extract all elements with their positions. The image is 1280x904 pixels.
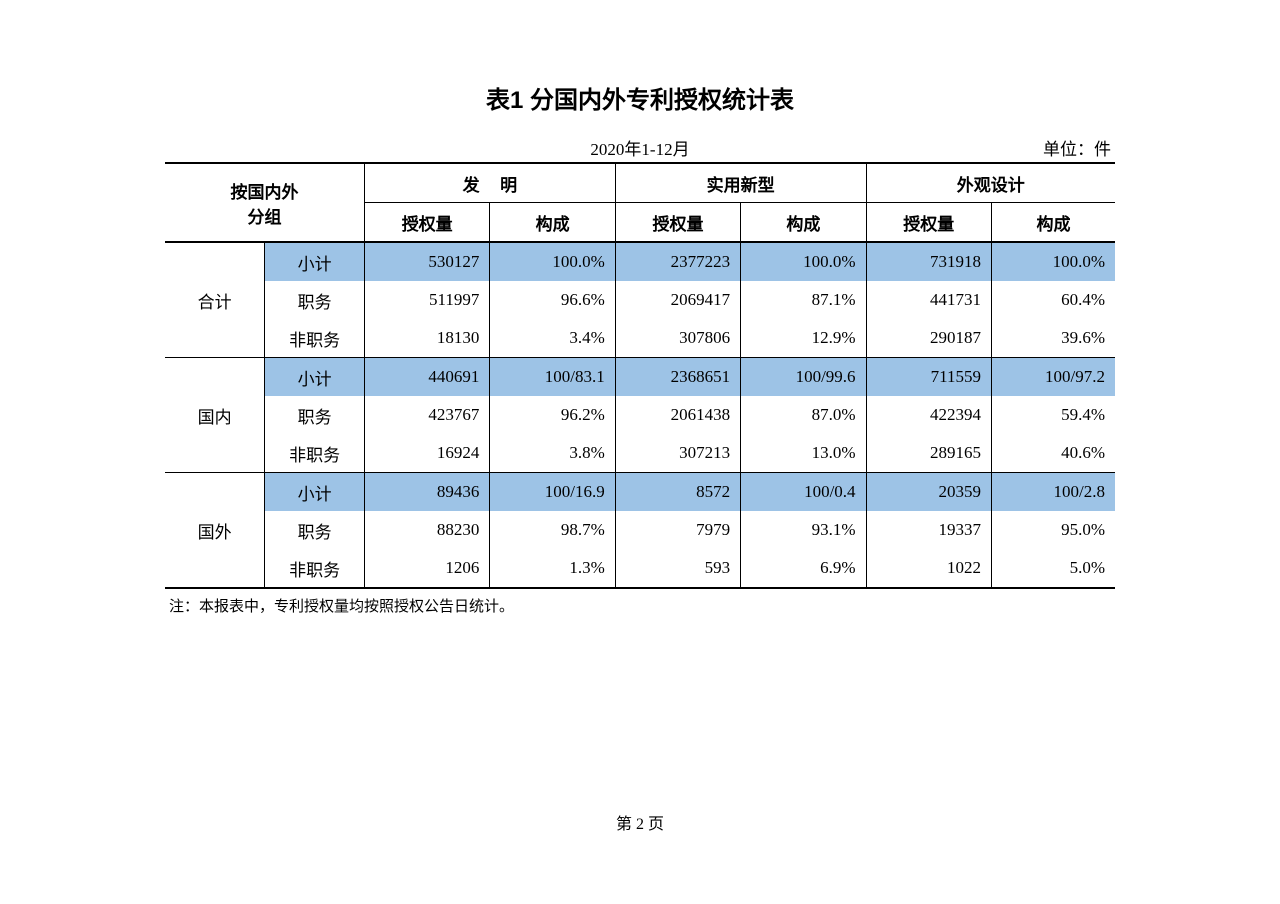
data-cell: 98.7% bbox=[490, 511, 615, 549]
header-sub-pct: 构成 bbox=[741, 203, 866, 243]
data-cell: 307806 bbox=[615, 319, 740, 358]
row-label: 小计 bbox=[265, 358, 365, 397]
row-label: 非职务 bbox=[265, 319, 365, 358]
data-cell: 100.0% bbox=[991, 242, 1115, 281]
group-name: 国内 bbox=[165, 358, 265, 473]
subtitle-row: 2020年1-12月 单位：件 bbox=[165, 135, 1115, 160]
table-row: 非职务169243.8%30721313.0%28916540.6% bbox=[165, 434, 1115, 473]
data-cell: 18130 bbox=[365, 319, 490, 358]
table-row: 国内小计440691100/83.12368651100/99.67115591… bbox=[165, 358, 1115, 397]
data-cell: 39.6% bbox=[991, 319, 1115, 358]
group-name: 国外 bbox=[165, 473, 265, 589]
data-cell: 2377223 bbox=[615, 242, 740, 281]
data-cell: 13.0% bbox=[741, 434, 866, 473]
header-cat2: 实用新型 bbox=[615, 163, 866, 203]
data-cell: 95.0% bbox=[991, 511, 1115, 549]
unit-label: 单位：件 bbox=[1001, 135, 1111, 160]
data-cell: 100/2.8 bbox=[991, 473, 1115, 512]
row-label: 非职务 bbox=[265, 549, 365, 588]
table-row: 非职务12061.3%5936.9%10225.0% bbox=[165, 549, 1115, 588]
data-cell: 19337 bbox=[866, 511, 991, 549]
data-cell: 3.8% bbox=[490, 434, 615, 473]
row-label: 职务 bbox=[265, 511, 365, 549]
table-row: 职务8823098.7%797993.1%1933795.0% bbox=[165, 511, 1115, 549]
data-cell: 1022 bbox=[866, 549, 991, 588]
header-sub-qty: 授权量 bbox=[866, 203, 991, 243]
table-row: 职务42376796.2%206143887.0%42239459.4% bbox=[165, 396, 1115, 434]
data-cell: 1.3% bbox=[490, 549, 615, 588]
data-cell: 2368651 bbox=[615, 358, 740, 397]
data-cell: 731918 bbox=[866, 242, 991, 281]
page-number: 第 2 页 bbox=[0, 810, 1280, 834]
data-cell: 290187 bbox=[866, 319, 991, 358]
row-label: 职务 bbox=[265, 396, 365, 434]
data-cell: 511997 bbox=[365, 281, 490, 319]
header-cat1: 发明 bbox=[365, 163, 616, 203]
data-cell: 16924 bbox=[365, 434, 490, 473]
period-label: 2020年1-12月 bbox=[279, 135, 1001, 160]
data-cell: 59.4% bbox=[991, 396, 1115, 434]
data-cell: 711559 bbox=[866, 358, 991, 397]
table-row: 合计小计530127100.0%2377223100.0%731918100.0… bbox=[165, 242, 1115, 281]
data-cell: 100/97.2 bbox=[991, 358, 1115, 397]
data-cell: 441731 bbox=[866, 281, 991, 319]
data-cell: 12.9% bbox=[741, 319, 866, 358]
table-row: 非职务181303.4%30780612.9%29018739.6% bbox=[165, 319, 1115, 358]
data-cell: 5.0% bbox=[991, 549, 1115, 588]
header-sub-pct: 构成 bbox=[490, 203, 615, 243]
data-cell: 423767 bbox=[365, 396, 490, 434]
data-cell: 530127 bbox=[365, 242, 490, 281]
data-cell: 593 bbox=[615, 549, 740, 588]
data-cell: 40.6% bbox=[991, 434, 1115, 473]
table-row: 职务51199796.6%206941787.1%44173160.4% bbox=[165, 281, 1115, 319]
data-cell: 93.1% bbox=[741, 511, 866, 549]
header-group: 按国内外 分组 bbox=[165, 163, 365, 242]
data-cell: 289165 bbox=[866, 434, 991, 473]
data-cell: 100/83.1 bbox=[490, 358, 615, 397]
data-cell: 100.0% bbox=[741, 242, 866, 281]
data-cell: 100/0.4 bbox=[741, 473, 866, 512]
data-cell: 89436 bbox=[365, 473, 490, 512]
data-cell: 100/16.9 bbox=[490, 473, 615, 512]
data-cell: 422394 bbox=[866, 396, 991, 434]
row-label: 小计 bbox=[265, 473, 365, 512]
row-label: 小计 bbox=[265, 242, 365, 281]
data-cell: 3.4% bbox=[490, 319, 615, 358]
data-cell: 440691 bbox=[365, 358, 490, 397]
data-cell: 60.4% bbox=[991, 281, 1115, 319]
table-title: 表1 分国内外专利授权统计表 bbox=[165, 80, 1115, 115]
data-cell: 87.1% bbox=[741, 281, 866, 319]
row-label: 非职务 bbox=[265, 434, 365, 473]
data-cell: 88230 bbox=[365, 511, 490, 549]
data-cell: 2061438 bbox=[615, 396, 740, 434]
data-cell: 20359 bbox=[866, 473, 991, 512]
data-cell: 6.9% bbox=[741, 549, 866, 588]
group-name: 合计 bbox=[165, 242, 265, 358]
data-cell: 100/99.6 bbox=[741, 358, 866, 397]
table-body: 合计小计530127100.0%2377223100.0%731918100.0… bbox=[165, 242, 1115, 588]
header-cat3: 外观设计 bbox=[866, 163, 1115, 203]
row-label: 职务 bbox=[265, 281, 365, 319]
data-cell: 100.0% bbox=[490, 242, 615, 281]
table-row: 国外小计89436100/16.98572100/0.420359100/2.8 bbox=[165, 473, 1115, 512]
patent-table: 按国内外 分组 发明 实用新型 外观设计 授权量 构成 授权量 构成 授权量 构… bbox=[165, 162, 1115, 589]
data-cell: 307213 bbox=[615, 434, 740, 473]
table-head: 按国内外 分组 发明 实用新型 外观设计 授权量 构成 授权量 构成 授权量 构… bbox=[165, 163, 1115, 242]
table-note: 注：本报表中，专利授权量均按照授权公告日统计。 bbox=[165, 595, 1115, 616]
data-cell: 1206 bbox=[365, 549, 490, 588]
data-cell: 2069417 bbox=[615, 281, 740, 319]
header-sub-qty: 授权量 bbox=[615, 203, 740, 243]
data-cell: 87.0% bbox=[741, 396, 866, 434]
data-cell: 7979 bbox=[615, 511, 740, 549]
data-cell: 8572 bbox=[615, 473, 740, 512]
data-cell: 96.2% bbox=[490, 396, 615, 434]
data-cell: 96.6% bbox=[490, 281, 615, 319]
header-sub-qty: 授权量 bbox=[365, 203, 490, 243]
header-sub-pct: 构成 bbox=[991, 203, 1115, 243]
